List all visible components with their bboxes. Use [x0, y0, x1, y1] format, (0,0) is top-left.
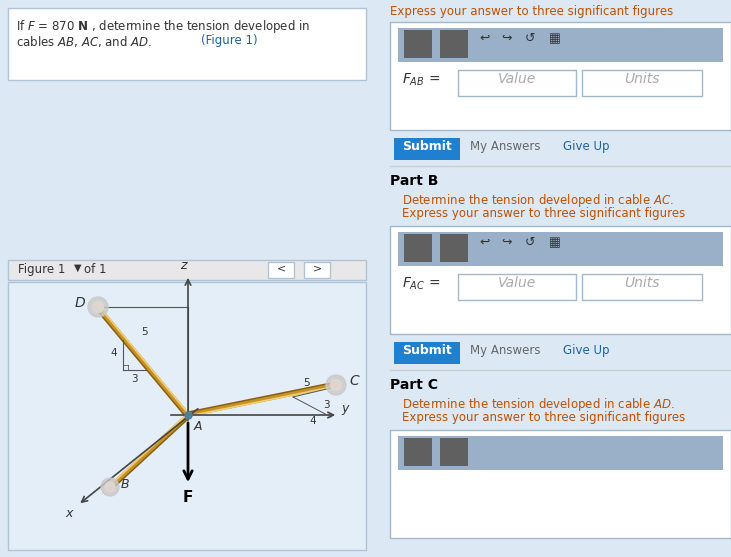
Text: >: > [312, 263, 322, 273]
Text: Value: Value [498, 276, 536, 290]
FancyBboxPatch shape [398, 28, 723, 62]
FancyBboxPatch shape [398, 232, 723, 266]
Text: ↩: ↩ [480, 32, 491, 45]
FancyBboxPatch shape [304, 262, 330, 278]
Text: μÅ: μÅ [447, 440, 461, 452]
Text: ▦: ▦ [549, 236, 561, 249]
FancyBboxPatch shape [8, 282, 366, 550]
Text: μÅ: μÅ [447, 32, 461, 44]
Text: $F_{AC}$ =: $F_{AC}$ = [402, 276, 440, 292]
Text: Express your answer to three significant figures: Express your answer to three significant… [390, 5, 673, 18]
Circle shape [93, 301, 104, 312]
Text: of 1: of 1 [84, 263, 107, 276]
Circle shape [105, 482, 115, 492]
Text: Units: Units [624, 72, 660, 86]
FancyBboxPatch shape [404, 438, 432, 466]
Text: (Figure 1): (Figure 1) [201, 34, 257, 47]
Text: Part B: Part B [390, 174, 439, 188]
Text: 5: 5 [303, 378, 309, 388]
Text: $F_{AB}$ =: $F_{AB}$ = [402, 72, 440, 89]
Text: Express your answer to three significant figures: Express your answer to three significant… [402, 411, 685, 424]
Text: ↪: ↪ [501, 32, 512, 45]
Text: Value: Value [498, 72, 536, 86]
FancyBboxPatch shape [398, 436, 723, 470]
Text: ⊟: ⊟ [413, 32, 423, 42]
Text: $B$: $B$ [120, 478, 130, 491]
FancyBboxPatch shape [440, 234, 468, 262]
FancyBboxPatch shape [458, 274, 576, 300]
Text: Determine the tension developed in cable $\it{AC}$.: Determine the tension developed in cable… [402, 192, 674, 209]
Text: $y$: $y$ [341, 403, 351, 417]
FancyBboxPatch shape [8, 260, 366, 280]
Text: Submit: Submit [402, 140, 452, 153]
Text: cables $\it{AB}$, $\it{AC}$, and $\it{AD}$.: cables $\it{AB}$, $\it{AC}$, and $\it{AD… [16, 34, 152, 49]
Circle shape [326, 375, 346, 395]
Text: ▦: ▦ [549, 32, 561, 45]
FancyBboxPatch shape [582, 274, 702, 300]
Text: ▼: ▼ [74, 263, 81, 273]
Text: Determine the tension developed in cable $\it{AD}$.: Determine the tension developed in cable… [402, 396, 675, 413]
Text: Figure 1: Figure 1 [18, 263, 65, 276]
Text: $A$: $A$ [193, 420, 203, 433]
Text: ↩: ↩ [480, 236, 491, 249]
Text: Submit: Submit [402, 344, 452, 357]
FancyBboxPatch shape [8, 8, 366, 80]
Text: My Answers: My Answers [470, 140, 540, 153]
Text: 5: 5 [141, 327, 148, 337]
FancyBboxPatch shape [440, 30, 468, 58]
Text: Give Up: Give Up [563, 140, 610, 153]
Circle shape [88, 297, 108, 317]
FancyBboxPatch shape [458, 70, 576, 96]
Circle shape [101, 478, 119, 496]
Text: Part C: Part C [390, 378, 438, 392]
Text: ⊟: ⊟ [413, 440, 423, 450]
FancyBboxPatch shape [390, 226, 731, 334]
Text: ↪: ↪ [501, 236, 512, 249]
FancyBboxPatch shape [390, 430, 731, 538]
Text: μÅ: μÅ [447, 236, 461, 248]
FancyBboxPatch shape [404, 234, 432, 262]
FancyBboxPatch shape [394, 138, 460, 160]
Text: ⊟: ⊟ [413, 236, 423, 246]
Text: 4: 4 [110, 348, 117, 358]
Text: 3: 3 [322, 400, 329, 410]
FancyBboxPatch shape [268, 262, 294, 278]
Text: <: < [276, 263, 286, 273]
FancyBboxPatch shape [404, 30, 432, 58]
Text: $z$: $z$ [180, 259, 189, 272]
Text: $\mathbf{F}$: $\mathbf{F}$ [183, 489, 194, 505]
Text: If $\it{F}$ = 870 $\bf{N}$ , determine the tension developed in: If $\it{F}$ = 870 $\bf{N}$ , determine t… [16, 18, 310, 35]
Text: $x$: $x$ [65, 507, 75, 520]
Text: Units: Units [624, 276, 660, 290]
Text: ↺: ↺ [525, 236, 535, 249]
FancyBboxPatch shape [390, 22, 731, 130]
Text: $D$: $D$ [74, 296, 86, 310]
Text: Give Up: Give Up [563, 344, 610, 357]
Text: My Answers: My Answers [470, 344, 540, 357]
Circle shape [330, 379, 341, 390]
Text: Express your answer to three significant figures: Express your answer to three significant… [402, 207, 685, 220]
FancyBboxPatch shape [394, 342, 460, 364]
Text: 4: 4 [310, 416, 317, 426]
FancyBboxPatch shape [582, 70, 702, 96]
Text: 3: 3 [131, 374, 137, 384]
Text: ↺: ↺ [525, 32, 535, 45]
Text: $C$: $C$ [349, 374, 360, 388]
FancyBboxPatch shape [440, 438, 468, 466]
